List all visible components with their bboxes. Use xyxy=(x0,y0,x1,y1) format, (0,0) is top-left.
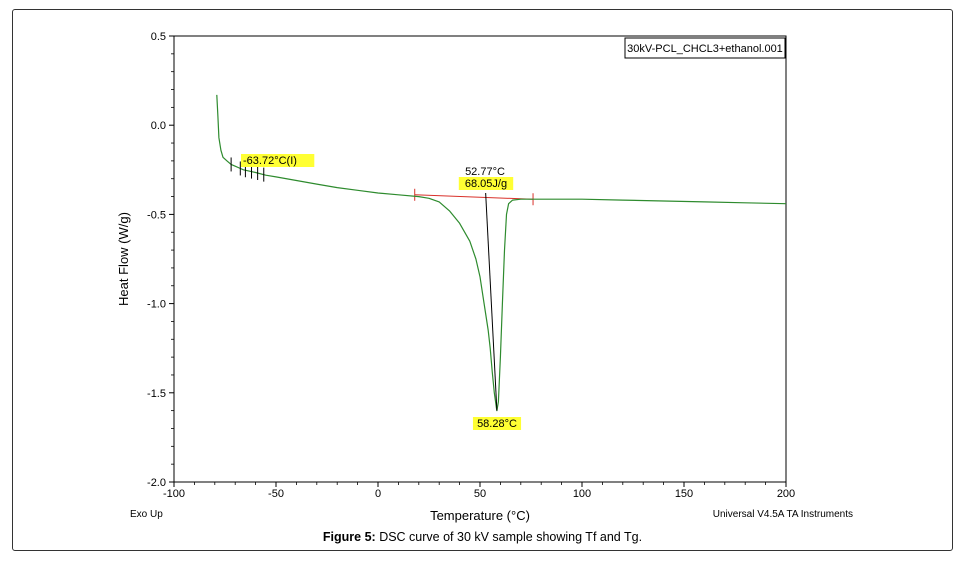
y-tick-label: -0.5 xyxy=(147,209,166,221)
y-tick-label: -1.0 xyxy=(147,299,166,311)
instrument-label: Universal V4.5A TA Instruments xyxy=(713,509,853,520)
peak-integration-line xyxy=(485,192,498,411)
x-tick-label: 200 xyxy=(777,488,795,500)
y-tick-label: -2.0 xyxy=(147,477,166,489)
exo-up-label: Exo Up xyxy=(130,509,163,520)
y-axis-label: Heat Flow (W/g) xyxy=(116,212,131,306)
x-tick-label: -100 xyxy=(163,488,185,500)
y-tick-label: 0.5 xyxy=(151,31,166,43)
x-tick-label: 0 xyxy=(375,488,381,500)
x-tick-label: 100 xyxy=(573,488,591,500)
figure-frame xyxy=(12,9,953,551)
x-tick-label: 150 xyxy=(675,488,693,500)
enthalpy-annotation: 68.05J/g xyxy=(465,178,507,190)
x-axis-label: Temperature (°C) xyxy=(430,508,530,523)
onset-annotation: 52.77°C xyxy=(465,166,505,178)
heat-flow-curve xyxy=(216,94,787,412)
x-tick-label: 50 xyxy=(474,488,486,500)
caption-label: Figure 5: xyxy=(322,530,376,544)
tg-annotation-highlight xyxy=(241,154,315,167)
peak-annotation: 58.28°C xyxy=(477,418,517,430)
x-tick-label: -50 xyxy=(268,488,284,500)
enthalpy-annotation-highlight xyxy=(458,177,514,190)
figure-caption: Figure 5: DSC curve of 30 kV sample show… xyxy=(0,530,965,544)
legend-box xyxy=(624,37,786,59)
tg-annotation: -63.72°C(I) xyxy=(243,155,297,167)
y-tick-label: 0.0 xyxy=(151,120,166,132)
peak-annotation-highlight xyxy=(472,417,522,430)
legend-entry: 30kV-PCL_CHCL3+ethanol.001 xyxy=(627,43,783,55)
caption-text: DSC curve of 30 kV sample showing Tf and… xyxy=(375,530,643,544)
baseline-line xyxy=(414,194,534,200)
y-tick-label: -1.5 xyxy=(147,388,166,400)
plot-area xyxy=(173,35,787,483)
